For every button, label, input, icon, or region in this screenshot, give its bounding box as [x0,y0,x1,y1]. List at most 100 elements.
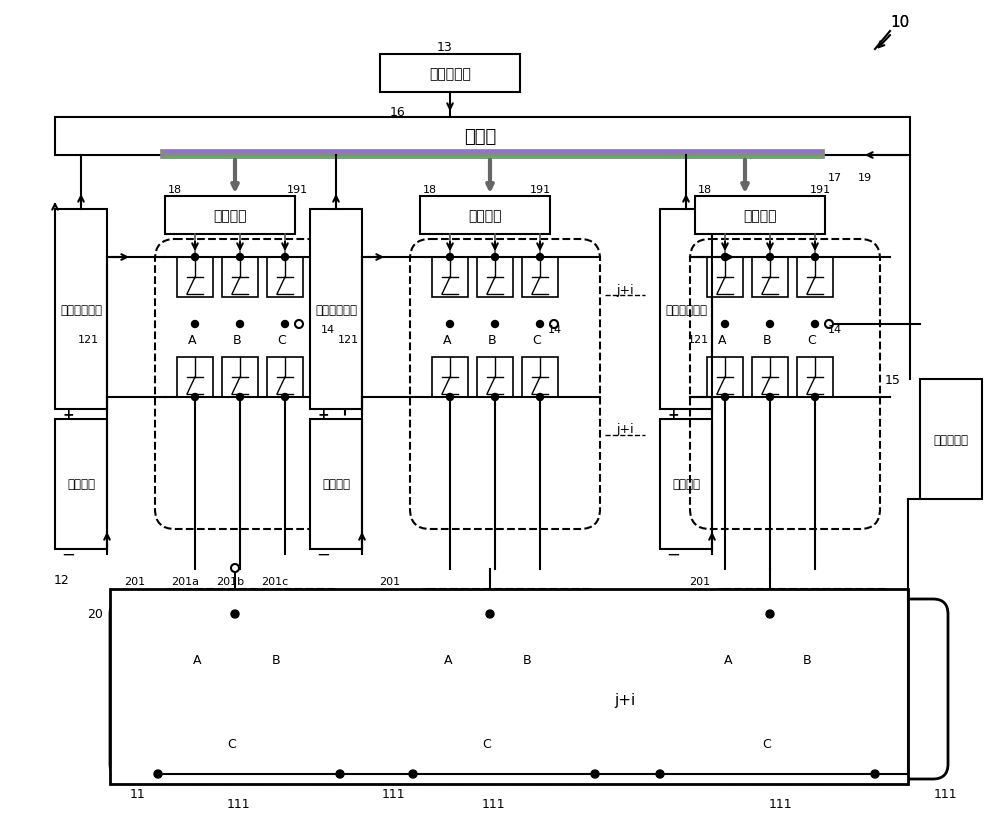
Text: 电池单元: 电池单元 [672,478,700,491]
Bar [177,358,213,397]
Bar [477,358,513,397]
Circle shape [536,394,544,401]
Text: 控制器: 控制器 [464,128,496,146]
Text: 电池单元: 电池单元 [322,478,350,491]
Text: j+i: j+i [614,691,636,706]
Bar [420,197,550,234]
Text: A: A [193,652,202,666]
Circle shape [154,770,162,778]
Text: 10: 10 [890,14,910,30]
Circle shape [446,321,454,328]
Circle shape [767,254,774,261]
Text: A: A [718,333,726,346]
Text: C: C [483,738,491,751]
Text: 121: 121 [337,335,359,344]
Circle shape [486,610,494,619]
Text: C: C [533,333,541,346]
Bar [660,209,712,410]
Circle shape [536,321,544,328]
Circle shape [767,321,774,328]
Bar [55,420,107,549]
Circle shape [192,254,198,261]
Text: 14: 14 [548,325,562,335]
Text: 17: 17 [828,173,842,183]
Text: A: A [443,333,451,346]
Bar [165,197,295,234]
Bar [797,358,833,397]
Circle shape [656,770,664,778]
Text: B: B [272,652,281,666]
Text: 201: 201 [379,576,401,586]
Bar [267,358,303,397]
Text: 191: 191 [286,185,308,195]
Text: +: + [667,407,679,421]
Text: 驱动单元: 驱动单元 [743,209,777,223]
Circle shape [767,394,774,401]
Text: 输出传感器: 输出传感器 [934,433,968,446]
Text: A: A [444,652,452,666]
Text: 201: 201 [689,576,711,586]
Bar [310,209,362,410]
Circle shape [812,254,818,261]
Text: 14: 14 [321,325,335,335]
Text: 13: 13 [437,41,453,54]
Text: +: + [62,407,74,421]
Text: 111: 111 [768,797,792,811]
Text: 201c: 201c [261,576,289,586]
Text: 111: 111 [381,787,405,801]
Text: +: + [317,407,329,421]
Text: 191: 191 [529,185,551,195]
Text: 电池单元: 电池单元 [67,478,95,491]
Circle shape [446,254,454,261]
Text: j+i: j+i [616,283,634,296]
Bar [752,358,788,397]
Circle shape [237,254,244,261]
Text: 201: 201 [124,576,146,586]
Bar [55,118,910,156]
Circle shape [237,321,244,328]
Text: −: − [666,546,680,563]
Text: C: C [278,333,286,346]
Bar [752,258,788,297]
Bar [920,379,982,499]
Circle shape [446,394,454,401]
Text: 111: 111 [933,787,957,801]
Bar [695,197,825,234]
Circle shape [231,565,239,572]
Text: 19: 19 [858,173,872,183]
Circle shape [766,610,774,619]
Bar [522,258,558,297]
Text: 15: 15 [885,373,901,386]
Text: 201a: 201a [171,576,199,586]
Text: 14: 14 [828,325,842,335]
Bar [222,358,258,397]
Text: C: C [808,333,816,346]
Bar [177,258,213,297]
Text: B: B [233,333,241,346]
Text: j+i: j+i [616,423,634,436]
Circle shape [282,394,288,401]
Circle shape [282,254,288,261]
Circle shape [492,394,498,401]
Circle shape [237,394,244,401]
Bar [222,258,258,297]
Bar [310,420,362,549]
Circle shape [825,320,833,329]
Text: 电池管理单元: 电池管理单元 [60,303,102,316]
Text: 11: 11 [130,787,146,801]
Text: −: − [61,546,75,563]
Text: 电池管理单元: 电池管理单元 [315,303,357,316]
Circle shape [192,394,198,401]
Text: B: B [523,652,531,666]
Circle shape [812,321,818,328]
Bar [522,358,558,397]
Circle shape [492,321,498,328]
Bar [432,358,468,397]
Circle shape [336,770,344,778]
Bar [707,358,743,397]
Text: 201b: 201b [216,576,244,586]
Bar [660,420,712,549]
Text: 16: 16 [390,105,406,118]
Text: B: B [488,333,496,346]
Text: 191: 191 [809,185,831,195]
